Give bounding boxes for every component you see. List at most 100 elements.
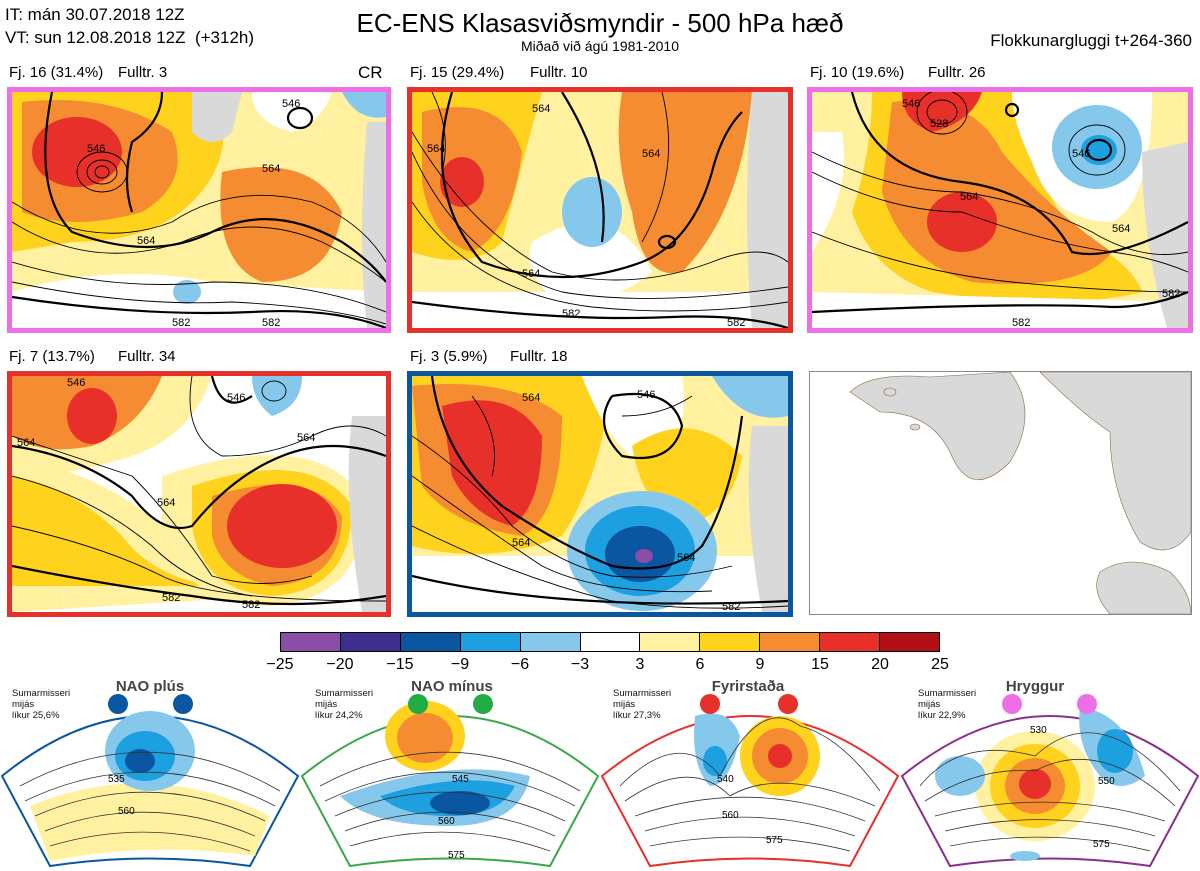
regime-ridge: 530 550 575 <box>900 676 1200 871</box>
colorbar-segment <box>281 633 341 651</box>
panel-1-label: Fj. 16 (31.4%) <box>9 64 104 81</box>
contour-label: 564 <box>262 163 280 175</box>
reference-map-drawing <box>849 372 1191 614</box>
regime-season: Sumarmisseri <box>613 688 672 699</box>
colorbar-segment <box>400 633 461 651</box>
panel-4-label: Fj. 7 (13.7%) <box>9 348 95 365</box>
contour-label: 546 <box>637 389 655 401</box>
contour-label: 560 <box>438 816 455 827</box>
contour-label: 564 <box>17 437 35 449</box>
regime-nao-minus-drawing: 545 560 575 <box>300 694 600 868</box>
contour-label: 546 <box>1072 148 1090 160</box>
colorbar-tick: −20 <box>326 656 354 673</box>
contour-label: 564 <box>642 148 660 160</box>
contour-label: 582 <box>722 601 740 612</box>
contour-label: 564 <box>522 392 540 404</box>
colorbar-tick: −15 <box>386 656 414 673</box>
colorbar-tick: 3 <box>635 656 645 673</box>
regime-blocking-drawing: 540 560 575 <box>600 694 900 868</box>
reference-map <box>809 371 1192 615</box>
colorbar-tick: 6 <box>695 656 705 673</box>
regime-title: Fyrirstaða <box>711 678 785 695</box>
contour-label: 550 <box>1098 776 1115 787</box>
contour-label: 545 <box>452 774 469 785</box>
panel-5-label: Fj. 3 (5.9%) <box>410 348 488 365</box>
contour-label: 528 <box>930 118 948 130</box>
panel-3-members: Fulltr. 26 <box>928 64 986 81</box>
contour-label: 546 <box>282 98 300 110</box>
contour-label: 582 <box>262 317 280 328</box>
contour-label: 546 <box>67 377 85 389</box>
colorbar <box>280 632 940 652</box>
contour-label: 546 <box>227 392 245 404</box>
colorbar-segment <box>580 633 641 651</box>
classification-window: Flokkunargluggi t+264-360 <box>990 31 1192 50</box>
colorbar-segment <box>880 633 939 651</box>
regime-title: NAO plús <box>115 678 185 695</box>
valid-time: VT: sun 12.08.2018 12Z (+312h) <box>5 28 255 47</box>
contour-label: 575 <box>766 835 783 846</box>
contour-label: 564 <box>532 103 550 115</box>
page-subtitle: Miðað við ágú 1981-2010 <box>520 38 679 54</box>
cluster-map-5: 546 564 564 564 582 <box>407 371 793 617</box>
contour-label: 582 <box>1162 288 1180 300</box>
contour-label: 582 <box>562 308 580 320</box>
colorbar-segment <box>340 633 401 651</box>
contour-label: 540 <box>717 774 734 785</box>
panel-3-label: Fj. 10 (19.6%) <box>810 64 905 81</box>
colorbar-tick: −6 <box>510 656 530 673</box>
colorbar-tick: −9 <box>450 656 470 673</box>
contour-label: 582 <box>242 599 260 611</box>
regime-probability: líkur 25,6% <box>12 710 60 721</box>
colorbar-segment <box>760 633 821 651</box>
contour-label: 530 <box>1030 725 1047 736</box>
regime-mean: mijás <box>12 699 35 710</box>
colorbar-segment <box>460 633 521 651</box>
cluster-map-4-drawing: 546 546 564 564 564 582 582 <box>12 376 386 612</box>
colorbar-segment <box>820 633 881 651</box>
panel-2-label: Fj. 15 (29.4%) <box>410 64 505 81</box>
initial-time: IT: mán 30.07.2018 12Z <box>5 5 185 24</box>
regime-probability: líkur 24,2% <box>315 710 363 721</box>
cluster-map-4: 546 546 564 564 564 582 582 <box>7 371 391 617</box>
contour-label: 575 <box>448 850 465 861</box>
contour-label: 582 <box>172 317 190 328</box>
cluster-map-1: 546 546 564 564 582 582 <box>7 87 391 333</box>
regime-probability: líkur 27,3% <box>613 710 661 721</box>
cluster-map-3: 546 528 546 564 564 582 582 <box>807 87 1193 333</box>
regime-blocking: 540 560 575 <box>600 676 900 871</box>
contour-label: 560 <box>722 810 739 821</box>
cluster-map-2: 564 564 564 564 582 582 <box>407 87 793 333</box>
panel-2-members: Fulltr. 10 <box>530 64 588 81</box>
regime-ridge-drawing: 530 550 575 <box>900 694 1200 868</box>
regime-season: Sumarmisseri <box>12 688 71 699</box>
regime-nao-plus: 535 560 <box>0 676 300 871</box>
regime-mean: mijás <box>918 699 941 710</box>
contour-label: 560 <box>118 806 135 817</box>
colorbar-tick: 9 <box>755 656 765 673</box>
contour-label: 546 <box>902 98 920 110</box>
regime-season: Sumarmisseri <box>918 688 977 699</box>
colorbar-tick: 25 <box>931 656 949 673</box>
colorbar-segment <box>640 633 701 651</box>
cluster-map-5-drawing: 546 564 564 564 582 <box>412 376 788 612</box>
regime-season: Sumarmisseri <box>315 688 374 699</box>
contour-label: 564 <box>1112 223 1130 235</box>
contour-label: 546 <box>87 143 105 155</box>
panel-1-extra: CR <box>358 63 383 82</box>
contour-label: 564 <box>427 143 445 155</box>
contour-label: 575 <box>1093 839 1110 850</box>
regime-probability: líkur 22,9% <box>918 710 966 721</box>
colorbar-tick: 20 <box>871 656 889 673</box>
panel-1-members: Fulltr. 3 <box>118 64 168 81</box>
contour-label: 564 <box>512 537 530 549</box>
contour-label: 582 <box>1012 317 1030 328</box>
colorbar-segment <box>700 633 761 651</box>
page-title: EC-ENS Klasasviðsmyndir - 500 hPa hæð <box>356 8 844 38</box>
colorbar-tick: −3 <box>570 656 590 673</box>
contour-label: 582 <box>162 592 180 604</box>
cluster-map-2-drawing: 564 564 564 564 582 582 <box>412 92 788 328</box>
panel-5-members: Fulltr. 18 <box>510 348 568 365</box>
contour-label: 564 <box>137 235 155 247</box>
contour-label: 564 <box>960 191 978 203</box>
